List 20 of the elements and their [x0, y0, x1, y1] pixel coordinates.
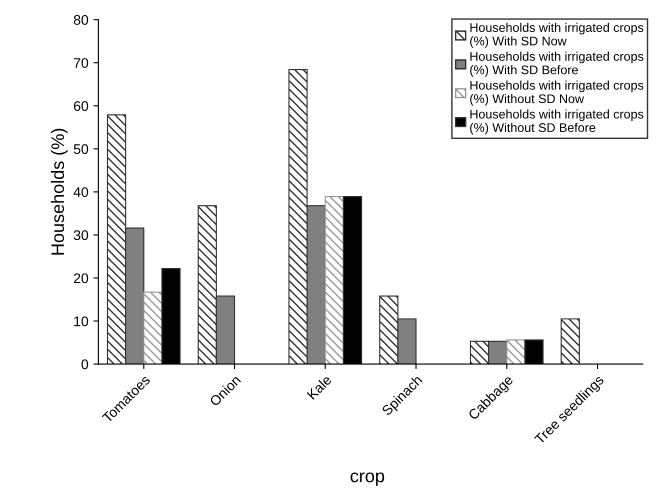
y-tick-label: 30 [74, 230, 88, 240]
y-tick-label: 80 [74, 15, 88, 25]
legend-label: Households with irrigated crops (%) Without SD Now [470, 80, 644, 106]
x-axis-title: crop [350, 472, 384, 486]
bar [560, 318, 580, 364]
y-tick-label: 10 [74, 316, 88, 326]
bar [324, 196, 344, 364]
y-tick-label: 40 [74, 187, 88, 198]
y-tick-label: 70 [74, 58, 88, 68]
y-tick-label: 60 [74, 101, 88, 111]
y-tick-label: 0 [81, 359, 88, 370]
legend-label: Households with irrigated crops (%) With SD Before [470, 52, 644, 77]
x-tick-label: Kale [306, 374, 332, 400]
legend-label: Households with irrigated crops (%) With SD Now [470, 22, 644, 48]
bar [506, 339, 526, 364]
legend-label: Households with irrigated crops (%) Without SD Before [470, 109, 644, 134]
y-tick-label: 50 [74, 144, 88, 154]
y-tick-label: 20 [74, 273, 88, 284]
y-axis-title: Households (%) [50, 128, 68, 255]
bar [143, 292, 162, 364]
